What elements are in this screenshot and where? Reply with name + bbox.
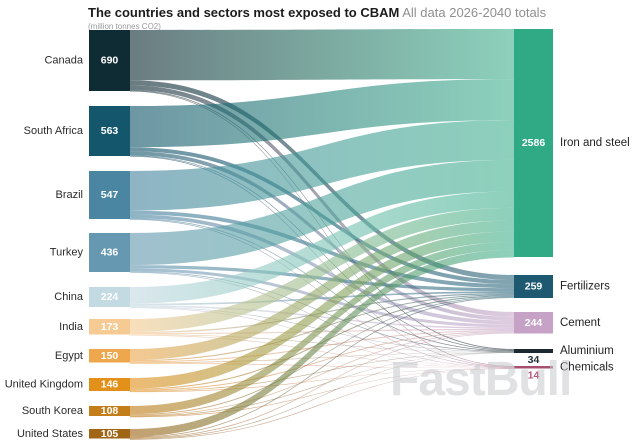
- flow-united-states-chemicals: [130, 368, 514, 440]
- source-value-brazil: 547: [101, 189, 119, 201]
- flow-south-africa-iron-and-steel: [130, 79, 514, 148]
- flow-egypt-iron-and-steel: [130, 220, 514, 361]
- chart-title-main: The countries and sectors most exposed t…: [88, 5, 400, 20]
- flow-south-korea-cement: [130, 332, 514, 416]
- flow-turkey-iron-and-steel: [130, 159, 514, 266]
- source-value-turkey: 436: [101, 247, 119, 259]
- flow-china-chemicals: [130, 307, 514, 368]
- source-node-united-kingdom: [89, 378, 130, 391]
- target-label-iron-and-steel: Iron and steel: [560, 137, 630, 149]
- flow-united-kingdom-cement: [130, 331, 514, 391]
- flow-brazil-iron-and-steel: [130, 120, 514, 211]
- source-label-india: India: [59, 321, 84, 333]
- flow-china-cement: [130, 305, 514, 329]
- flow-south-korea-fertilizers: [130, 296, 514, 416]
- target-value-iron-and-steel: 2586: [522, 137, 546, 149]
- target-value-cement: 244: [525, 317, 543, 329]
- target-label-aluminium: Aluminium: [560, 345, 614, 357]
- target-node-chemicals: [514, 366, 553, 369]
- source-label-south-korea: South Korea: [22, 405, 84, 417]
- target-label-cement: Cement: [560, 317, 601, 329]
- flow-united-states-aluminium: [130, 352, 514, 440]
- source-label-united-states: United States: [17, 428, 84, 440]
- flow-india-iron-and-steel: [130, 207, 514, 332]
- flow-china-fertilizers: [130, 291, 514, 306]
- target-node-iron-and-steel: [514, 29, 553, 257]
- source-node-united-states: [89, 429, 130, 439]
- source-node-india: [89, 319, 130, 335]
- flow-egypt-chemicals: [130, 363, 514, 369]
- source-value-united-states: 105: [101, 428, 119, 440]
- source-label-turkey: Turkey: [50, 247, 84, 259]
- source-node-south-korea: [89, 406, 130, 416]
- source-value-india: 173: [101, 321, 119, 333]
- target-value-aluminium: 34: [528, 354, 540, 366]
- source-label-canada: Canada: [44, 55, 83, 67]
- chart-title: The countries and sectors most exposed t…: [88, 4, 546, 21]
- source-value-canada: 690: [101, 55, 119, 67]
- flow-united-states-iron-and-steel: [130, 249, 514, 437]
- source-value-united-kingdom: 146: [101, 379, 119, 391]
- target-node-cement: [514, 312, 553, 334]
- source-node-turkey: [89, 233, 130, 272]
- flow-united-kingdom-iron-and-steel: [130, 231, 514, 389]
- target-value-fertilizers: 259: [525, 281, 543, 293]
- target-node-aluminium: [514, 349, 553, 353]
- flow-south-africa-cement: [130, 151, 514, 321]
- flow-india-chemicals: [130, 334, 514, 369]
- flow-united-kingdom-chemicals: [130, 368, 514, 393]
- flow-south-korea-iron-and-steel: [130, 242, 514, 415]
- target-label-chemicals: Chemicals: [560, 361, 614, 373]
- target-value-chemicals: 14: [528, 370, 540, 382]
- source-node-south-africa: [89, 106, 130, 156]
- flow-united-states-fertilizers: [130, 297, 514, 438]
- source-label-china: China: [54, 291, 84, 303]
- flow-united-states-cement: [130, 332, 514, 439]
- target-node-fertilizers: [514, 275, 553, 298]
- source-label-south-africa: South Africa: [24, 125, 84, 137]
- target-label-fertilizers: Fertilizers: [560, 281, 610, 293]
- source-value-egypt: 150: [101, 350, 119, 362]
- source-value-china: 224: [101, 291, 119, 303]
- flow-turkey-fertilizers: [130, 265, 514, 292]
- flow-south-korea-chemicals: [130, 368, 514, 418]
- flow-canada-iron-and-steel: [130, 29, 514, 81]
- flow-canada-chemicals: [130, 90, 514, 367]
- source-label-egypt: Egypt: [55, 350, 83, 362]
- source-node-egypt: [89, 349, 130, 363]
- flow-turkey-chemicals: [130, 272, 514, 368]
- flow-united-kingdom-aluminium: [130, 352, 514, 392]
- flow-south-africa-chemicals: [130, 155, 514, 368]
- source-value-south-korea: 108: [101, 405, 119, 417]
- chart-title-subtitle: All data 2026-2040 totals: [399, 5, 547, 20]
- chart-units-label: (million tonnes CO2): [88, 22, 161, 31]
- flow-egypt-aluminium: [130, 352, 514, 364]
- source-label-brazil: Brazil: [55, 189, 83, 201]
- source-label-united-kingdom: United Kingdom: [5, 379, 83, 391]
- source-node-china: [89, 287, 130, 307]
- source-value-south-africa: 563: [101, 125, 119, 137]
- source-node-canada: [89, 30, 130, 91]
- source-node-brazil: [89, 171, 130, 219]
- flow-south-korea-aluminium: [130, 352, 514, 417]
- flow-china-iron-and-steel: [130, 191, 514, 304]
